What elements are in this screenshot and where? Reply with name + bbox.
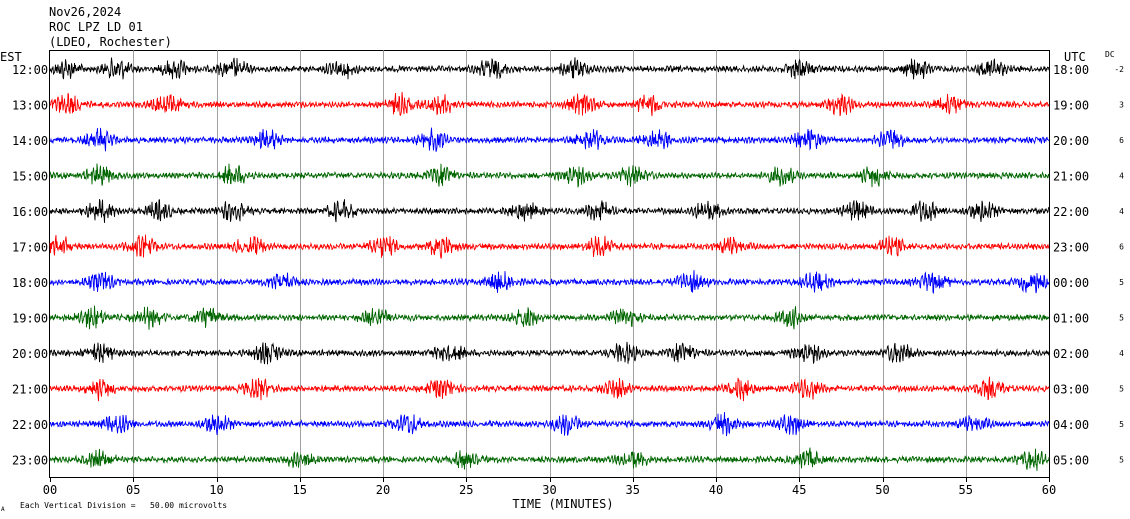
x-axis-label: TIME (MINUTES) [512,497,613,511]
dc-offset-label: 5 [1119,314,1124,323]
dc-offset-label: 4 [1119,207,1124,216]
corner-mark: A [1,506,5,513]
utc-hour-label: 01:00 [1053,312,1089,326]
header-station: ROC LPZ LD 01 [49,20,143,34]
trace-2200 [49,412,1050,437]
trace-1300 [49,91,1050,117]
trace-2100 [49,376,1050,402]
utc-hour-label: 18:00 [1053,63,1089,77]
dc-offset-label: 5 [1119,456,1124,465]
plot-frame [49,50,1050,478]
utc-hour-label: 20:00 [1053,134,1089,148]
grid-lines [133,50,967,477]
trace-1800 [49,270,1050,294]
trace-1400 [49,127,1050,152]
utc-hour-label: 19:00 [1053,99,1089,113]
utc-hour-label: 00:00 [1053,276,1089,290]
utc-hour-label: 23:00 [1053,241,1089,255]
header-date: Nov26,2024 [49,5,121,19]
scale-note: Each Vertical Division = 50.00 microvolt… [20,501,227,510]
x-tick-label: 20 [376,483,390,497]
est-hour-label: 18:00 [12,276,48,290]
x-tick-label: 60 [1042,483,1056,497]
x-tick-label: 00 [43,483,57,497]
x-tick-label: 35 [626,483,640,497]
trace-group [49,57,1050,471]
dc-offset-label: 4 [1119,172,1124,181]
trace-2300 [49,447,1050,471]
x-tick-label: 15 [293,483,307,497]
est-hour-label: 20:00 [12,347,48,361]
x-tick-group: 00 05 10 15 20 25 30 35 40 45 50 55 60 [43,477,1056,497]
dc-offset-label: 4 [1119,349,1124,358]
x-tick-label: 25 [459,483,473,497]
est-hour-label: 21:00 [12,383,48,397]
dc-offset-label: 6 [1119,243,1124,252]
est-hour-label: 15:00 [12,170,48,184]
x-tick-label: 55 [959,483,973,497]
est-hour-label: 13:00 [12,99,48,113]
utc-hour-label: 22:00 [1053,205,1089,219]
x-tick-label: 50 [875,483,889,497]
dc-offset-label: 5 [1119,385,1124,394]
dc-offset-label: 6 [1119,136,1124,145]
utc-hour-label: 03:00 [1053,383,1089,397]
utc-hour-label: 04:00 [1053,418,1089,432]
x-tick-label: 10 [209,483,223,497]
dc-offset-label: 3 [1119,101,1124,110]
trace-1500 [49,163,1050,188]
trace-1900 [49,305,1050,330]
row-label-group: 12:00 18:00 -2 13:00 19:00 3 14:00 20:00 6 15:00 2… [12,63,1124,468]
utc-hour-label: 02:00 [1053,347,1089,361]
trace-1600 [49,199,1050,223]
dc-offset-label: 5 [1119,278,1124,287]
est-hour-label: 22:00 [12,418,48,432]
x-tick-label: 05 [126,483,140,497]
est-hour-label: 14:00 [12,134,48,148]
est-hour-label: 23:00 [12,454,48,468]
dc-offset-label: 5 [1119,420,1124,429]
x-tick-label: 45 [792,483,806,497]
utc-hour-label: 21:00 [1053,170,1089,184]
dc-label: DC [1105,50,1115,59]
est-hour-label: 16:00 [12,205,48,219]
x-tick-label: 40 [709,483,723,497]
dc-offset-label: -2 [1114,65,1124,74]
est-hour-label: 12:00 [12,63,48,77]
utc-label: UTC [1064,50,1086,64]
est-hour-label: 19:00 [12,312,48,326]
utc-hour-label: 05:00 [1053,454,1089,468]
est-hour-label: 17:00 [12,241,48,255]
trace-1200 [49,57,1050,80]
trace-2000 [49,341,1050,365]
trace-1700 [49,234,1050,259]
x-tick-label: 30 [542,483,556,497]
header-network: (LDEO, Rochester) [49,35,172,49]
est-label: EST [0,50,22,64]
